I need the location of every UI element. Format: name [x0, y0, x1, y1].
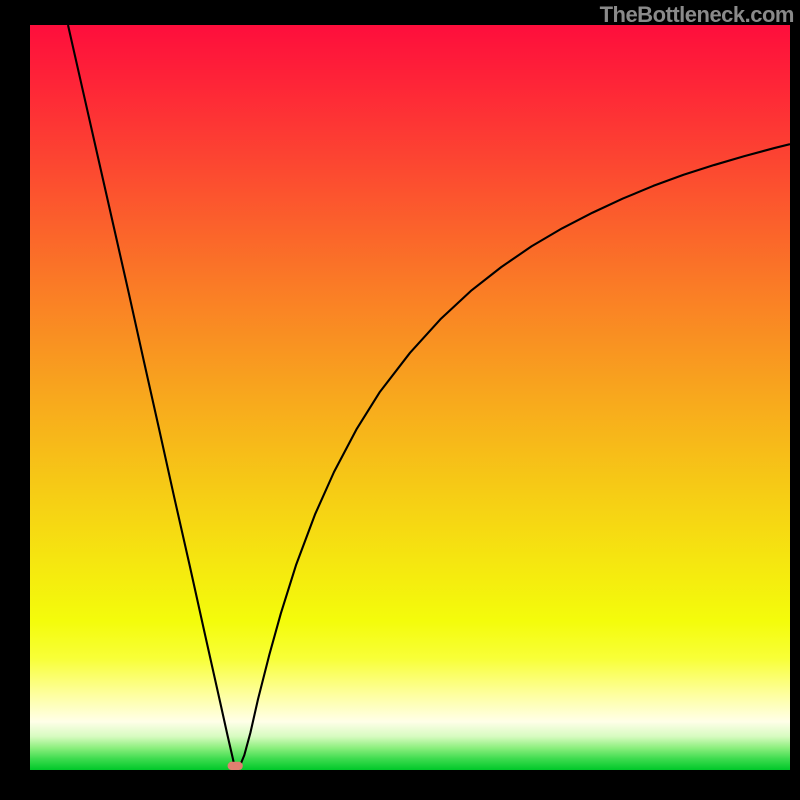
bottleneck-curve-svg [30, 25, 790, 770]
watermark-text: TheBottleneck.com [600, 2, 794, 28]
bottleneck-curve [68, 25, 790, 770]
curve-minimum-marker [228, 762, 243, 770]
chart-plot-area [30, 25, 790, 770]
